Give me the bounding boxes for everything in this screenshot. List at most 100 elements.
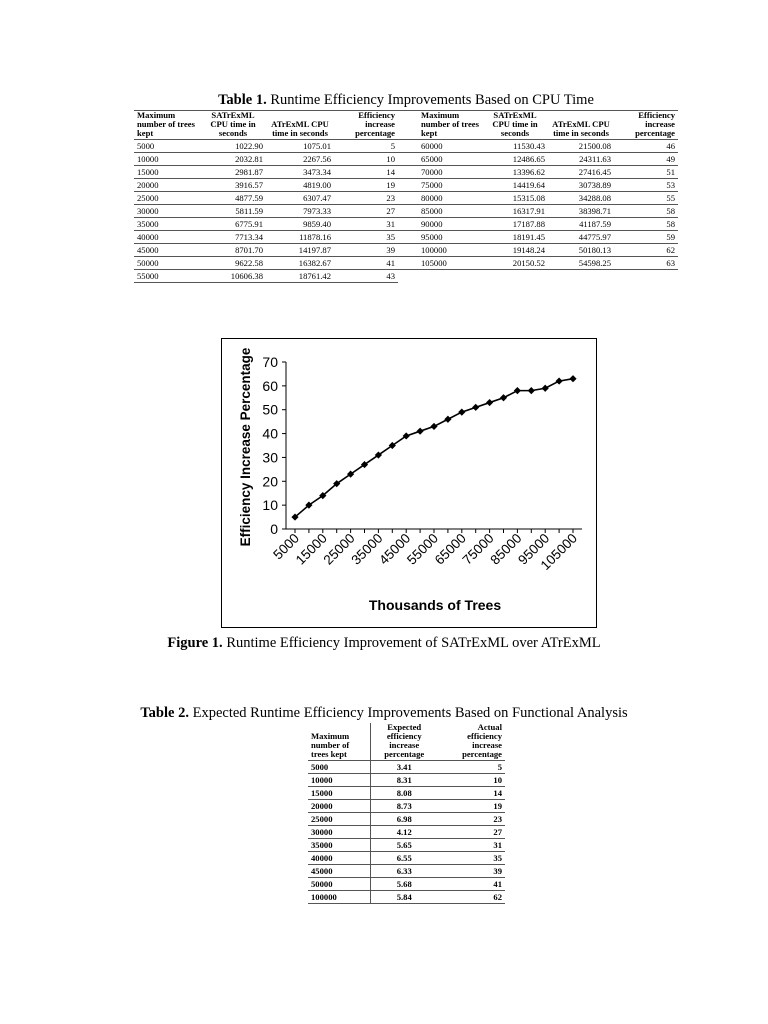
- table1-cell: [614, 270, 678, 283]
- table1-cell: 85000: [418, 204, 482, 219]
- table-row: 15000 8.08 14: [308, 786, 505, 801]
- table1-gap-cell: [398, 217, 418, 232]
- table1-cell: 10606.38: [200, 269, 266, 284]
- table-row: 25000 4877.59 6307.47 23 80000 15315.08 34288.…: [134, 191, 678, 206]
- table-row: 50000 9622.58 16382.67 41 105000 20150.52 5459…: [134, 256, 678, 271]
- data-point: [555, 377, 563, 385]
- table1-cell: 41187.59: [548, 217, 614, 232]
- table1-cell: 16382.67: [266, 256, 334, 271]
- table2-cell: 5.65: [369, 838, 438, 853]
- table2-cell: 30000: [308, 825, 370, 840]
- figure1-caption-label: Figure 1.: [167, 635, 223, 651]
- data-point: [513, 387, 521, 395]
- table1-cell: 9859.40: [266, 217, 334, 232]
- table1-gap-cell: [398, 243, 418, 258]
- table1-cell: 1075.01: [266, 139, 334, 154]
- figure1-caption: Figure 1. Runtime Efficiency Improvement…: [120, 635, 648, 652]
- table1-cell: 49: [614, 152, 678, 167]
- table1-gap-cell: [398, 152, 418, 167]
- table1-cell: 12486.65: [482, 152, 548, 167]
- table1-cell: [548, 270, 614, 283]
- table1-cell: 65000: [418, 152, 482, 167]
- table2-cell: 39: [438, 864, 505, 879]
- data-point: [569, 375, 577, 383]
- data-point: [430, 422, 438, 431]
- table1-cell: 7973.33: [266, 204, 334, 219]
- table1-gap: [398, 110, 418, 141]
- data-point: [486, 398, 494, 407]
- table2-cell: 5.84: [369, 890, 438, 905]
- table2-header: Expected efficiency increase percentage: [369, 723, 438, 762]
- table1-header: Efficiency increase percentage: [614, 110, 678, 141]
- y-axis-title: Efficiency Increase Percentage: [238, 347, 253, 546]
- table2-cell: 3.41: [369, 760, 438, 775]
- table1-header: Maximum number of trees kept: [134, 110, 200, 141]
- table2-cell: 10000: [308, 773, 370, 788]
- table2-cell: 5.68: [369, 877, 438, 892]
- table2-cell: 14: [438, 786, 505, 801]
- table1-cell: 35000: [134, 217, 200, 232]
- table1-cell: 51: [614, 165, 678, 180]
- table2-cell: 19: [438, 799, 505, 814]
- table1-gap-cell: [398, 178, 418, 193]
- y-tick-label: 30: [262, 449, 278, 465]
- table1-caption-label: Table 1.: [218, 92, 267, 108]
- data-point: [527, 387, 535, 395]
- table1-cell: 38398.71: [548, 204, 614, 219]
- table1-cell: [418, 270, 482, 283]
- y-tick-label: 10: [262, 497, 278, 513]
- table1-gap-cell: [398, 230, 418, 245]
- table1-cell: 10: [334, 152, 398, 167]
- table1-cell: 50180.13: [548, 243, 614, 258]
- table1-caption-text: Runtime Efficiency Improvements Based on…: [266, 92, 594, 108]
- table2-cell: 35: [438, 851, 505, 866]
- table-row: 35000 5.65 31: [308, 838, 505, 853]
- table-row: 35000 6775.91 9859.40 31 90000 17187.88 41187.…: [134, 217, 678, 232]
- data-point: [360, 460, 369, 469]
- table1-cell: 23: [334, 191, 398, 206]
- table2-caption-label: Table 2.: [140, 705, 189, 721]
- table1-cell: 90000: [418, 217, 482, 232]
- table2-cell: 6.98: [369, 812, 438, 827]
- table1-cell: [482, 270, 548, 283]
- table2-caption: Table 2. Expected Runtime Efficiency Imp…: [100, 705, 668, 722]
- table1-cell: 6307.47: [266, 191, 334, 206]
- table1-gap-cell: [398, 256, 418, 271]
- table-row: 25000 6.98 23: [308, 812, 505, 827]
- table-row: 30000 4.12 27: [308, 825, 505, 840]
- data-point: [541, 384, 549, 392]
- table1-cell: 21500.08: [548, 139, 614, 154]
- table2-caption-text: Expected Runtime Efficiency Improvements…: [188, 705, 628, 721]
- y-tick-label: 70: [262, 354, 278, 370]
- table1-gap-cell: [398, 204, 418, 219]
- chart-frame: [221, 338, 597, 628]
- table1-cell: 58: [614, 217, 678, 232]
- table-row: 40000 7713.34 11878.16 35 95000 18191.45 44775…: [134, 230, 678, 245]
- table-row: 50000 5.68 41: [308, 877, 505, 892]
- table2-cell: 100000: [308, 890, 370, 905]
- table1-cell: 1022.90: [200, 139, 266, 154]
- table1-header: SATrExML CPU time in seconds: [200, 110, 266, 141]
- table1-header: Maximum number of trees kept: [418, 110, 482, 141]
- table2-cell: 50000: [308, 877, 370, 892]
- table2-cell: 8.73: [369, 799, 438, 814]
- table1-cell: 39: [334, 243, 398, 258]
- table1-cell: 14: [334, 165, 398, 180]
- table2-cell: 27: [438, 825, 505, 840]
- table1-cell: 2267.56: [266, 152, 334, 167]
- table-row: 20000 8.73 19: [308, 799, 505, 814]
- table1-cell: 14419.64: [482, 178, 548, 193]
- table-row: 15000 2981.87 3473.34 14 70000 13396.62 27416.…: [134, 165, 678, 180]
- table2-body: 5000 3.41 5 10000 8.31 10 15000 8.08 14 20000 8.73…: [308, 760, 505, 905]
- table2-header: Actual efficiency increase percentage: [438, 723, 505, 762]
- table1-cell: 70000: [418, 165, 482, 180]
- table1-cell: 20000: [134, 178, 200, 193]
- table2-cell: 6.55: [369, 851, 438, 866]
- table1-cell: 55000: [134, 269, 200, 284]
- table1-gap-cell: [398, 191, 418, 206]
- table2-cell: 8.08: [369, 786, 438, 801]
- table1-gap-cell: [398, 270, 418, 283]
- table1-header: ATrExML CPU time in seconds: [548, 110, 614, 141]
- table1-cell: 20150.52: [482, 256, 548, 271]
- table1-cell: 16317.91: [482, 204, 548, 219]
